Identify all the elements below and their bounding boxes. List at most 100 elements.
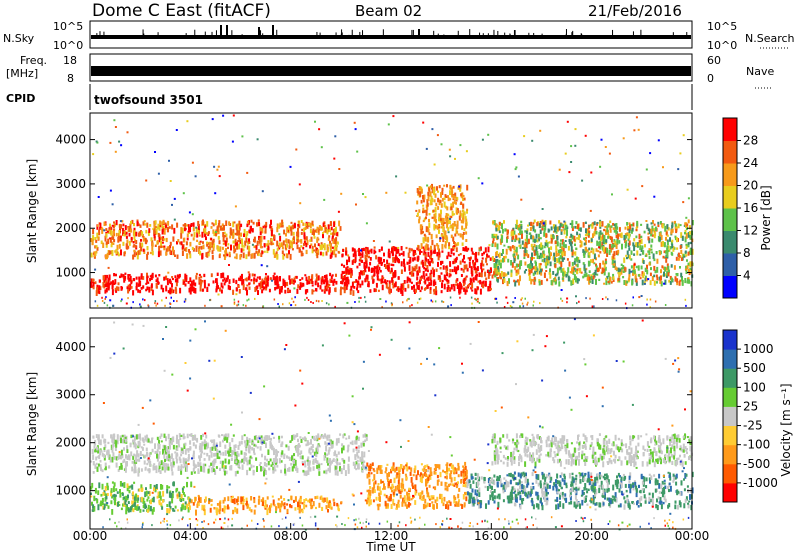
clutter-cell (654, 300, 657, 303)
data-cell (328, 235, 331, 238)
data-cell (268, 467, 271, 471)
data-cell (157, 454, 160, 459)
data-cell (514, 266, 517, 271)
data-cell (662, 255, 665, 259)
data-cell (292, 279, 295, 283)
data-cell (237, 240, 240, 243)
data-cell (158, 468, 160, 473)
data-cell (217, 228, 220, 235)
data-cell (270, 238, 273, 243)
nsky-spike (382, 29, 384, 37)
data-cell (427, 226, 430, 230)
data-cell (245, 254, 248, 260)
data-cell (378, 249, 381, 253)
data-cell (120, 437, 122, 444)
scatter-cell (96, 141, 99, 144)
data-cell (657, 221, 660, 225)
data-cell (326, 497, 329, 504)
data-cell (594, 269, 597, 275)
data-cell (142, 504, 145, 509)
data-cell (96, 224, 99, 227)
data-cell (112, 452, 115, 457)
data-cell (267, 461, 270, 466)
data-cell (365, 263, 368, 269)
data-cell (253, 252, 256, 258)
data-cell (207, 233, 210, 236)
data-cell (140, 230, 142, 236)
data-cell (381, 284, 384, 291)
data-cell (199, 443, 202, 448)
data-cell (640, 238, 643, 244)
data-cell (258, 495, 261, 499)
data-cell (158, 238, 161, 243)
data-cell (425, 287, 428, 290)
data-cell (133, 254, 136, 257)
data-cell (544, 242, 547, 246)
freq-trace (91, 66, 691, 76)
data-cell (127, 245, 130, 249)
data-cell (253, 448, 255, 454)
data-cell (629, 224, 632, 230)
data-cell (208, 465, 211, 468)
power-colorbar-tick-label: 28 (743, 134, 758, 148)
data-cell (443, 236, 446, 240)
clutter-cell (104, 297, 106, 300)
data-cell (610, 236, 613, 243)
data-cell (237, 459, 240, 463)
data-cell (223, 254, 225, 257)
data-cell (491, 256, 494, 261)
clutter-cell (591, 305, 594, 308)
data-cell (239, 254, 242, 260)
data-cell (258, 237, 261, 244)
data-cell (464, 483, 467, 488)
data-cell (419, 289, 422, 293)
data-cell (372, 268, 375, 272)
data-cell (441, 198, 444, 202)
data-cell (277, 498, 280, 501)
data-cell (447, 195, 449, 198)
data-cell (390, 267, 393, 270)
data-cell (114, 494, 117, 497)
data-cell (471, 273, 474, 277)
data-cell (559, 223, 562, 227)
data-cell (296, 288, 299, 294)
data-cell (618, 227, 621, 232)
data-cell (573, 260, 576, 265)
data-cell (484, 280, 487, 286)
data-cell (487, 255, 490, 258)
data-cell (599, 234, 602, 238)
clutter-cell (156, 302, 159, 305)
data-cell (214, 232, 217, 236)
data-cell (615, 243, 618, 249)
data-cell (111, 456, 114, 463)
data-cell (362, 434, 365, 438)
scatter-cell (336, 245, 338, 248)
scatter-cell (182, 192, 185, 195)
data-cell (324, 285, 327, 291)
data-cell (240, 248, 243, 253)
data-cell (688, 269, 690, 274)
data-cell (566, 272, 569, 276)
data-cell (620, 232, 623, 239)
data-cell (265, 221, 268, 227)
data-cell (202, 466, 205, 472)
clutter-cell (684, 298, 687, 301)
data-cell (207, 245, 210, 249)
clutter-cell (475, 299, 477, 301)
data-cell (121, 434, 124, 438)
scatter-cell (404, 191, 407, 194)
data-cell (98, 290, 101, 295)
data-cell (648, 238, 651, 244)
nsky-spike (359, 31, 361, 37)
data-cell (205, 443, 208, 450)
data-cell (588, 252, 591, 259)
data-cell (91, 482, 94, 488)
data-cell (236, 508, 239, 514)
data-cell (199, 250, 202, 256)
data-cell (315, 273, 318, 277)
data-cell (533, 257, 535, 259)
data-cell (472, 277, 475, 281)
scatter-cell (575, 295, 577, 298)
data-cell (627, 226, 629, 229)
data-cell (139, 224, 142, 228)
